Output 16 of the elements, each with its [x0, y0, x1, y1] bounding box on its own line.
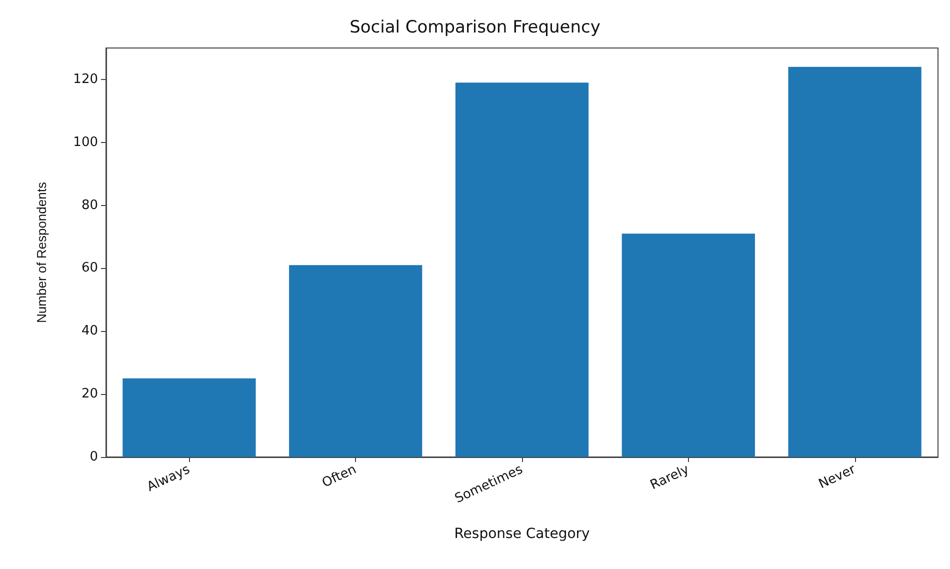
chart-title: Social Comparison Frequency [350, 18, 600, 38]
x-tick-label: Often [320, 462, 359, 491]
y-tick-label: 40 [81, 324, 98, 339]
bar [622, 234, 755, 457]
y-axis-title: Number of Respondents [34, 182, 49, 323]
bar [122, 378, 256, 457]
x-axis-title: Response Category [454, 526, 590, 542]
bar [455, 82, 589, 457]
y-tick-label: 0 [90, 450, 98, 464]
bar [788, 66, 922, 457]
y-tick-label: 60 [81, 260, 98, 276]
bar [289, 265, 422, 457]
y-tick-label: 20 [81, 386, 98, 402]
y-tick-label: 100 [73, 134, 98, 150]
y-tick-label: 80 [81, 198, 98, 213]
y-tick-label: 120 [73, 72, 98, 87]
